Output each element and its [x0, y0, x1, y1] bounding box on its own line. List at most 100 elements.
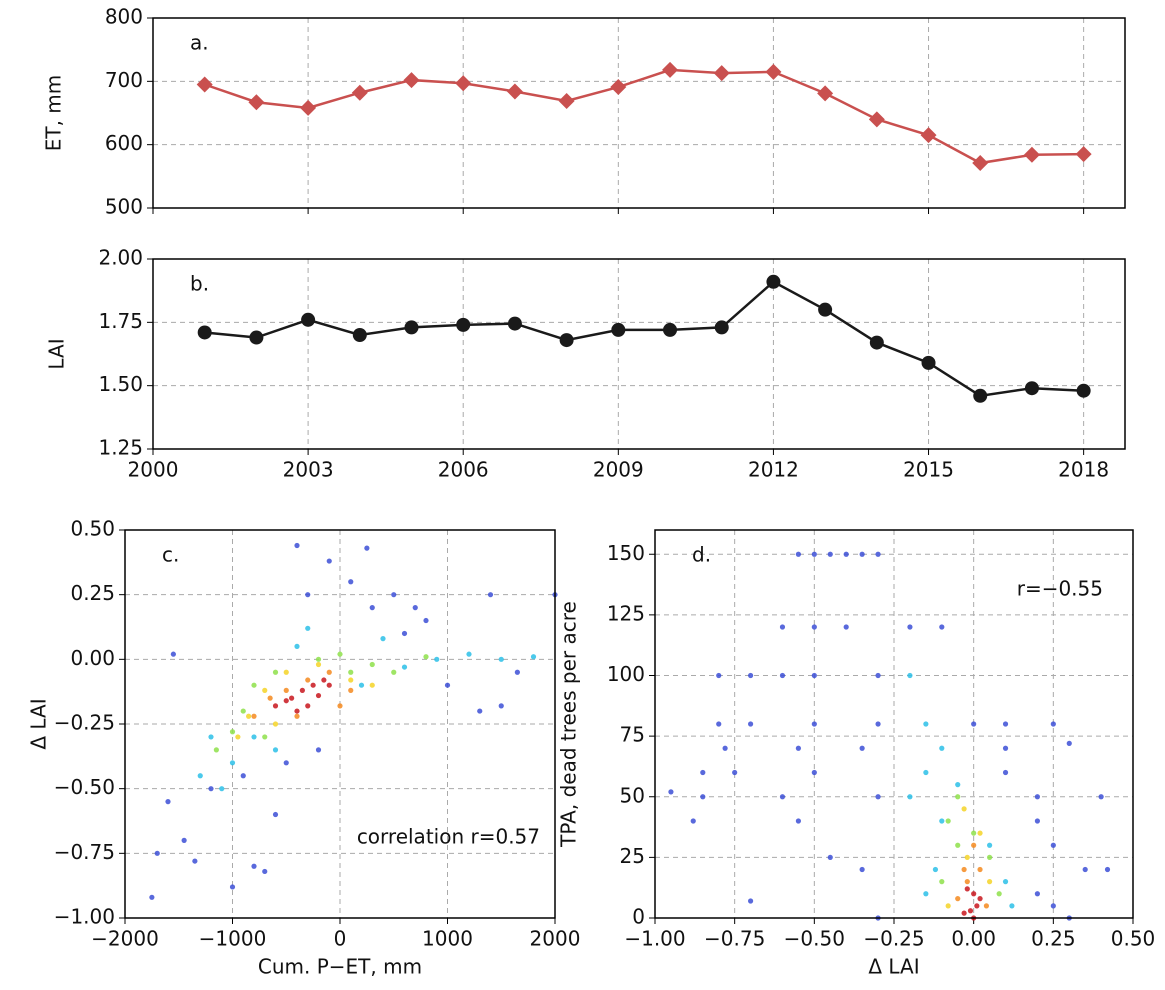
point: [700, 794, 706, 800]
y-tick-label: −1.00: [54, 905, 115, 929]
point: [364, 545, 370, 551]
point: [423, 654, 429, 660]
point: [983, 903, 990, 909]
point: [1002, 879, 1009, 885]
point: [262, 734, 268, 740]
point: [272, 747, 279, 753]
y-tick-label: 0.00: [70, 646, 115, 670]
point: [229, 760, 236, 766]
point: [987, 854, 993, 860]
point: [262, 687, 268, 693]
point: [380, 636, 386, 642]
y-tick-label: 700: [105, 68, 143, 92]
x-tick-label: 0.25: [1031, 927, 1076, 951]
y-tick-label: 0: [632, 905, 645, 929]
point: [294, 542, 300, 549]
point: [961, 910, 967, 916]
point: [348, 687, 354, 693]
point: [283, 760, 289, 766]
point: [213, 747, 219, 753]
point: [955, 896, 961, 902]
x-tick-label: −0.75: [704, 927, 765, 951]
marker: [249, 330, 264, 345]
point: [996, 891, 1002, 897]
point: [272, 811, 279, 818]
marker: [351, 84, 368, 101]
y-tick-label: −0.25: [54, 711, 115, 735]
y-tick-label: 800: [105, 5, 143, 29]
point: [229, 729, 236, 735]
axes-frame: [152, 17, 1126, 209]
point: [875, 721, 881, 727]
point: [240, 708, 246, 714]
point: [1098, 794, 1104, 800]
marker: [973, 388, 988, 403]
point: [391, 592, 397, 598]
marker: [610, 79, 627, 96]
y-tick-label: 25: [620, 844, 645, 868]
point: [923, 891, 929, 897]
point: [1050, 842, 1056, 848]
x-tick-label: 0.50: [1111, 927, 1156, 951]
point: [170, 651, 176, 657]
axes-frame: [152, 258, 1126, 450]
point: [444, 682, 451, 688]
point: [251, 734, 257, 740]
point: [1034, 794, 1040, 800]
y-tick-label: 500: [105, 195, 143, 219]
point: [843, 551, 849, 557]
marker: [1075, 146, 1092, 163]
axes-frame: [124, 529, 556, 919]
point: [987, 842, 993, 848]
point: [961, 806, 967, 812]
point: [197, 773, 203, 779]
point: [939, 624, 945, 630]
point: [498, 703, 504, 709]
point: [875, 551, 881, 557]
point: [326, 558, 332, 564]
point: [779, 794, 786, 800]
point: [315, 747, 322, 753]
point: [149, 894, 155, 900]
x-tick-label: 2018: [1058, 458, 1109, 482]
point: [337, 651, 343, 657]
x-tick-label: 2015: [903, 458, 954, 482]
point: [326, 669, 332, 675]
point: [267, 695, 273, 701]
x-tick-label: 1000: [422, 927, 473, 951]
point: [971, 842, 977, 848]
y-tick-label: 75: [620, 723, 645, 747]
marker: [714, 320, 729, 335]
point: [401, 664, 408, 670]
marker: [1023, 146, 1040, 163]
marker: [404, 320, 419, 335]
point: [977, 866, 983, 873]
point: [391, 669, 397, 675]
y-axis-label: TPA, dead trees per acre: [557, 601, 581, 848]
point: [964, 886, 970, 892]
point: [748, 898, 754, 904]
point: [1082, 866, 1088, 873]
x-tick-label: −2000: [91, 927, 159, 951]
marker: [921, 355, 936, 370]
y-tick-label: 125: [607, 601, 645, 625]
marker: [663, 322, 678, 337]
marker: [1076, 383, 1091, 398]
point: [294, 643, 300, 650]
point: [1009, 903, 1015, 909]
point: [859, 745, 865, 751]
marker: [248, 94, 265, 111]
point: [748, 672, 754, 679]
point: [283, 698, 289, 704]
point: [811, 769, 817, 776]
point: [272, 669, 279, 675]
point: [690, 818, 696, 824]
point: [315, 656, 322, 662]
marker: [818, 302, 833, 317]
point: [875, 672, 881, 679]
line: [204, 68, 1084, 165]
point: [945, 903, 951, 909]
point: [955, 794, 961, 800]
marker: [455, 75, 472, 92]
